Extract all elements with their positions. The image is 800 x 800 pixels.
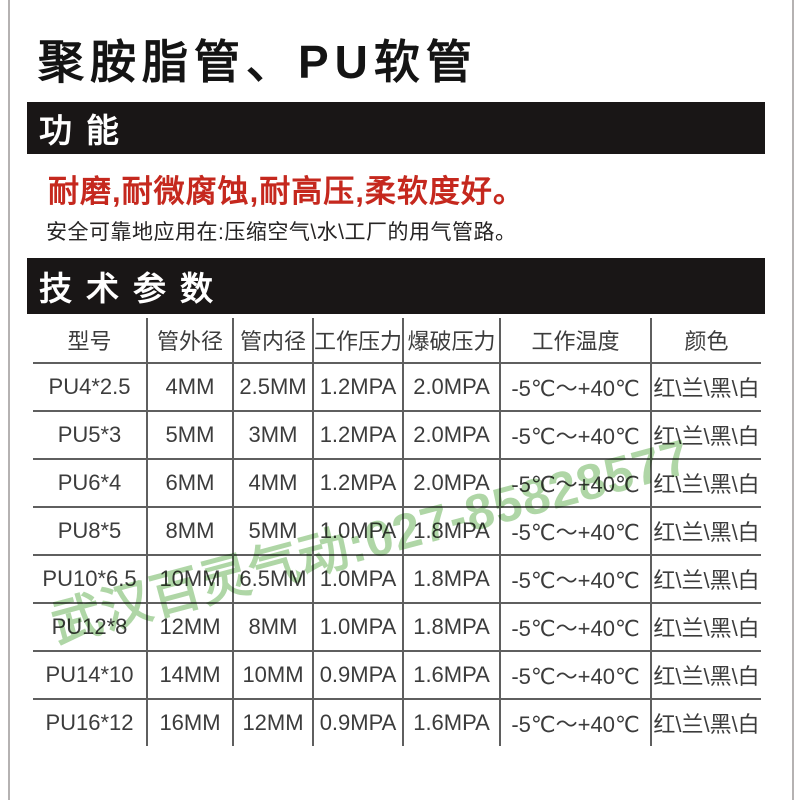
- table-cell: 12MM: [147, 603, 234, 652]
- specs-section-heading: 技术参数: [39, 270, 227, 307]
- table-row: PU12*8 12MM 8MM 1.0MPA 1.8MPA -5℃～+40℃ 红\兰\黑\白: [33, 603, 762, 652]
- table-cell: 6.5MM: [233, 555, 314, 604]
- table-cell: 1.2MPA: [313, 459, 405, 508]
- table-cell: 红\兰\黑\白: [651, 363, 762, 412]
- table-cell: 1.2MPA: [313, 363, 405, 412]
- table-row: PU6*4 6MM 4MM 1.2MPA 2.0MPA -5℃～+40℃ 红\兰\黑\白: [33, 459, 762, 508]
- table-cell: 2.0MPA: [403, 459, 502, 508]
- table-cell: 12MM: [233, 699, 314, 746]
- table-cell: 4MM: [233, 459, 314, 508]
- table-row: PU8*5 8MM 5MM 1.0MPA 1.8MPA -5℃～+40℃ 红\兰\黑\白: [33, 507, 762, 556]
- specs-section-bar: 技术参数: [27, 258, 765, 314]
- table-cell: PU16*12: [33, 699, 148, 746]
- table-cell: PU6*4: [33, 459, 148, 508]
- table-cell: 4MM: [147, 363, 234, 412]
- table-row: PU4*2.5 4MM 2.5MM 1.2MPA 2.0MPA -5℃～+40℃ 红\兰\黑…: [33, 363, 762, 412]
- table-cell: 红\兰\黑\白: [651, 411, 762, 460]
- table-cell: 5MM: [233, 507, 314, 556]
- column-header: 爆破压力: [403, 318, 502, 364]
- table-cell: 红\兰\黑\白: [651, 459, 762, 508]
- table-cell: -5℃～+40℃: [500, 459, 653, 508]
- table-cell: 2.0MPA: [403, 411, 502, 460]
- column-header: 型号: [33, 318, 148, 364]
- table-cell: 红\兰\黑\白: [653, 712, 760, 737]
- table-cell: PU12*8: [33, 603, 148, 652]
- table-cell: 2.5MM: [233, 363, 314, 412]
- table-cell: 6MM: [147, 459, 234, 508]
- table-row: PU10*6.5 10MM 6.5MM 1.0MPA 1.8MPA -5℃～+40℃ 红\兰…: [33, 555, 762, 604]
- column-header: 管内径: [233, 318, 314, 364]
- table-cell: -5℃～+40℃: [500, 651, 653, 700]
- table-cell: 1.8MPA: [403, 507, 502, 556]
- table-cell: PU5*3: [33, 411, 148, 460]
- table-cell: PU4*2.5: [33, 363, 148, 412]
- column-header: 颜色: [651, 318, 762, 364]
- table-cell: 1.6MPA: [403, 651, 502, 700]
- table-cell: -5℃～+40℃: [500, 363, 653, 412]
- table-cell: 红\兰\黑\白: [651, 603, 762, 652]
- function-description-text: 安全可靠地应用在:压缩空气\水\工厂的用气管路。: [46, 221, 517, 244]
- table-cell: -5℃～+40℃: [500, 507, 653, 556]
- table-cell: PU8*5: [33, 507, 148, 556]
- table-cell: 1.0MPA: [313, 603, 405, 652]
- table-cell: 1.6MPA: [403, 699, 502, 746]
- column-header: 工作压力: [313, 318, 405, 364]
- table-cell: -5℃～+40℃: [500, 555, 653, 604]
- table-cell: -5℃～+40℃: [500, 411, 653, 460]
- table-cell: 红\兰\黑\白: [651, 507, 762, 556]
- function-section-heading: 功能: [39, 112, 133, 149]
- table-cell: -5℃～+40℃: [500, 603, 653, 652]
- table-cell: 16MM: [147, 699, 234, 746]
- table-cell: PU10*6.5: [33, 555, 148, 604]
- table-cell: 14MM: [147, 651, 234, 700]
- right-page-border: [792, 0, 794, 800]
- table-cell: 8MM: [233, 603, 314, 652]
- left-page-border: [8, 0, 10, 800]
- table-row: PU16*12 16MM 12MM 0.9MPA 1.6MPA -5℃～+40℃ 红\兰\黑…: [33, 699, 761, 746]
- table-cell: 2.0MPA: [403, 363, 502, 412]
- table-cell: 1.8MPA: [403, 555, 502, 604]
- table-cell: 红\兰\黑\白: [651, 651, 762, 700]
- table-cell: 1.2MPA: [313, 411, 405, 460]
- table-cell: 1.8MPA: [403, 603, 502, 652]
- table-cell: 红\兰\黑\白: [651, 555, 762, 604]
- table-cell: 1.0MPA: [313, 555, 405, 604]
- table-cell: PU14*10: [33, 651, 148, 700]
- function-highlight-text: 耐磨,耐微腐蚀,耐高压,柔软度好。: [48, 174, 525, 209]
- table-cell: 8MM: [147, 507, 234, 556]
- spec-table-head-row: 型号 管外径 管内径 工作压力 爆破压力 工作温度 颜色: [33, 318, 762, 364]
- column-header: 工作温度: [500, 318, 653, 364]
- table-cell: 5MM: [147, 411, 234, 460]
- table-row: PU14*10 14MM 10MM 0.9MPA 1.6MPA -5℃～+40℃ 红\兰\黑…: [33, 651, 762, 700]
- page-title: 聚胺脂管、PU软管: [38, 36, 478, 88]
- table-cell: 10MM: [147, 555, 234, 604]
- spec-table: 型号 管外径 管内径 工作压力 爆破压力 工作温度 颜色 PU4*2.5 4MM 2.5MM 1.…: [33, 318, 762, 746]
- table-cell: 0.9MPA: [313, 651, 405, 700]
- column-header: 管外径: [147, 318, 234, 364]
- function-section-bar: 功能: [27, 102, 765, 154]
- table-cell: 10MM: [233, 651, 314, 700]
- table-row: PU5*3 5MM 3MM 1.2MPA 2.0MPA -5℃～+40℃ 红\兰\黑\白: [33, 411, 762, 460]
- table-cell: 3MM: [233, 411, 314, 460]
- table-cell: 0.9MPA: [313, 699, 405, 746]
- spec-table-body: PU4*2.5 4MM 2.5MM 1.2MPA 2.0MPA -5℃～+40℃ 红\兰\黑…: [33, 363, 762, 746]
- table-cell: -5℃～+40℃: [500, 699, 653, 746]
- table-cell: 1.0MPA: [313, 507, 405, 556]
